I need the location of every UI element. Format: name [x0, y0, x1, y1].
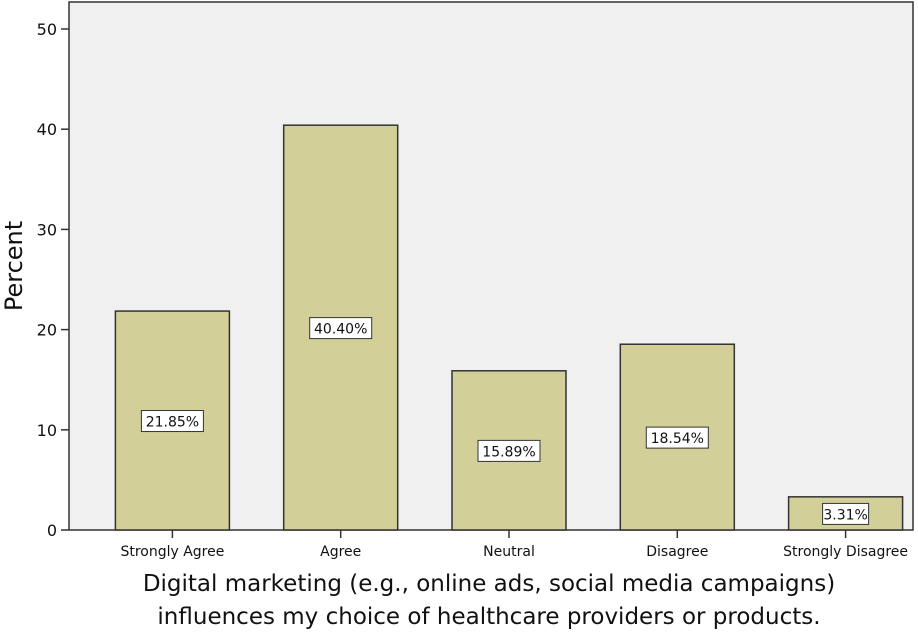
- data-label-box: [645, 426, 709, 449]
- data-label-box: [140, 410, 204, 433]
- data-label: 40.40%: [314, 322, 367, 338]
- y-tick-label: 50: [37, 20, 57, 39]
- y-tick-label: 40: [37, 120, 57, 139]
- x-tick-label: Neutral: [483, 544, 535, 560]
- x-axis: Strongly Agree Agree Neutral Disagree Strong…: [120, 530, 908, 560]
- data-label-box: [477, 439, 541, 462]
- data-label: 15.89%: [482, 444, 535, 460]
- x-axis-label-line-1: Digital marketing (e.g., online ads, soc…: [143, 571, 835, 597]
- x-tick-label: Disagree: [646, 544, 708, 560]
- data-label: 21.85%: [146, 415, 199, 431]
- y-tick-label: 0: [47, 521, 57, 540]
- x-tick-label: Strongly Disagree: [783, 544, 908, 560]
- y-axis: 0 10 20 30 40 50: [37, 20, 69, 540]
- y-tick-label: 20: [37, 321, 57, 340]
- bars: 21.85% 40.40% 15.89% 18.54% 3.31%: [114, 124, 904, 531]
- x-tick-label: Strongly Agree: [120, 544, 224, 560]
- y-tick-label: 30: [37, 220, 57, 239]
- y-axis-label: Percent: [0, 221, 28, 311]
- x-axis-label-line-2: influences my choice of healthcare provi…: [157, 604, 820, 630]
- x-tick-label: Agree: [320, 544, 361, 560]
- data-label-box: [822, 502, 870, 525]
- data-label: 3.31%: [823, 507, 867, 523]
- data-label-box: [309, 317, 373, 340]
- data-label: 18.54%: [651, 431, 704, 447]
- y-tick-label: 10: [37, 421, 57, 440]
